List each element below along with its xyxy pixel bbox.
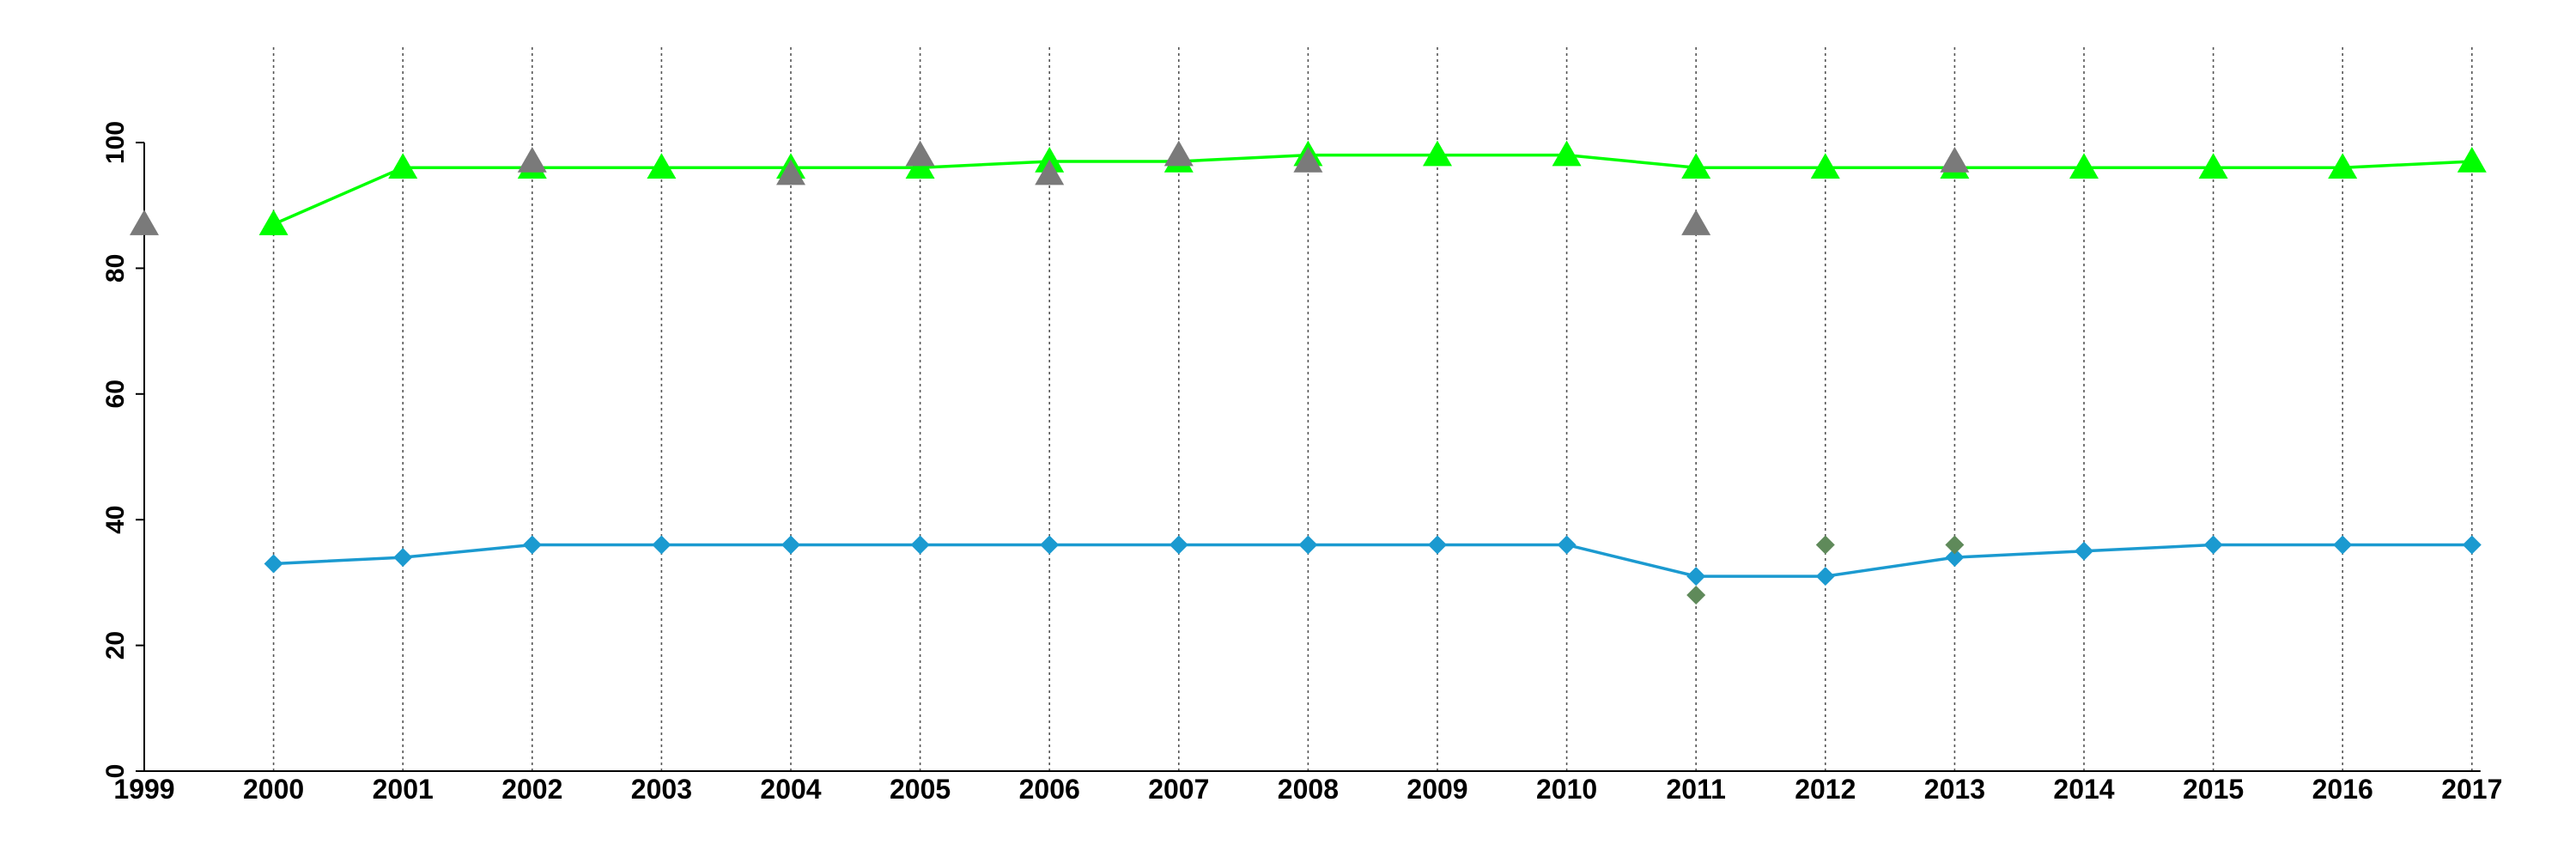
x-tick-label-2008: 2008 bbox=[1278, 774, 1339, 805]
x-tick-label-2000: 2000 bbox=[243, 774, 304, 805]
series-2-point-2004 bbox=[776, 159, 805, 185]
x-tick-label-2015: 2015 bbox=[2183, 774, 2244, 805]
x-tick-label-2005: 2005 bbox=[890, 774, 951, 805]
series-1-point-2011 bbox=[1686, 567, 1706, 586]
series-0-point-2011 bbox=[1681, 153, 1711, 179]
series-1-point-2012 bbox=[1815, 567, 1835, 586]
series-1-point-2009 bbox=[1428, 535, 1447, 555]
series-3-point-2011 bbox=[1686, 586, 1706, 605]
x-tick-label-1999: 1999 bbox=[113, 774, 174, 805]
series-1-point-2006 bbox=[1040, 535, 1060, 555]
series-0-point-2001 bbox=[388, 153, 418, 179]
series-1-point-2004 bbox=[781, 535, 800, 555]
x-tick-label-2006: 2006 bbox=[1019, 774, 1080, 805]
x-tick-label-2014: 2014 bbox=[2053, 774, 2114, 805]
y-tick-label-60: 60 bbox=[101, 380, 130, 408]
series-1-point-2003 bbox=[652, 535, 671, 555]
series-0-point-2015 bbox=[2198, 153, 2228, 179]
x-tick-label-2002: 2002 bbox=[501, 774, 562, 805]
series-1-point-2017 bbox=[2462, 535, 2482, 555]
series-2-point-2005 bbox=[905, 140, 935, 167]
series-3-point-2012 bbox=[1815, 535, 1835, 555]
series-0-point-2003 bbox=[647, 153, 677, 179]
series-2-point-2013 bbox=[1940, 146, 1970, 173]
series-0-point-2017 bbox=[2457, 146, 2487, 173]
y-tick-label-100: 100 bbox=[101, 121, 130, 164]
series-2-point-2011 bbox=[1681, 210, 1711, 235]
series-1-point-2005 bbox=[910, 535, 930, 555]
x-tick-label-2001: 2001 bbox=[373, 774, 434, 805]
series-0-point-2016 bbox=[2328, 153, 2358, 179]
x-tick-label-2004: 2004 bbox=[760, 774, 821, 805]
series-1-point-2013 bbox=[1945, 548, 1965, 568]
x-tick-label-2013: 2013 bbox=[1924, 774, 1985, 805]
series-2-point-2008 bbox=[1293, 146, 1323, 173]
x-tick-label-2010: 2010 bbox=[1536, 774, 1597, 805]
series-1-point-2007 bbox=[1169, 535, 1188, 555]
series-1-line bbox=[273, 543, 2472, 578]
series-0-point-2010 bbox=[1552, 140, 1582, 167]
series-0-point-2009 bbox=[1423, 140, 1452, 167]
x-tick-label-2003: 2003 bbox=[631, 774, 692, 805]
series-1-point-2010 bbox=[1557, 535, 1577, 555]
series-1-point-2001 bbox=[393, 548, 413, 568]
y-tick-label-0: 0 bbox=[101, 764, 130, 779]
series-1-point-2002 bbox=[522, 535, 542, 555]
series-0-point-2000 bbox=[258, 210, 289, 235]
series-2-point-2006 bbox=[1035, 159, 1065, 185]
series-markers bbox=[130, 140, 2487, 605]
series-1-point-2000 bbox=[264, 554, 283, 574]
x-tick-label-2011: 2011 bbox=[1666, 774, 1725, 805]
series-0-point-2012 bbox=[1810, 153, 1840, 179]
series-2-point-2007 bbox=[1163, 140, 1194, 167]
series-1-point-2016 bbox=[2333, 535, 2353, 555]
x-tick-label-2009: 2009 bbox=[1406, 774, 1467, 805]
series-0-line bbox=[272, 153, 2472, 226]
tick-labels: 0 20 40 60 80 100 1999 2000 2001 2002 2003 2004 2005… bbox=[101, 121, 2502, 805]
axes bbox=[136, 142, 2481, 772]
series-2-point-2002 bbox=[517, 146, 547, 173]
series-lines bbox=[272, 153, 2472, 578]
series-3-point-2013 bbox=[1945, 535, 1965, 555]
x-tick-label-2016: 2016 bbox=[2312, 774, 2373, 805]
series-1-point-2008 bbox=[1298, 535, 1318, 555]
series-2-point-1999 bbox=[130, 210, 159, 235]
x-tick-label-2017: 2017 bbox=[2441, 774, 2502, 805]
y-tick-label-20: 20 bbox=[101, 631, 130, 659]
x-tick-label-2007: 2007 bbox=[1148, 774, 1209, 805]
series-1-point-2014 bbox=[2075, 541, 2093, 561]
series-0-point-2014 bbox=[2069, 153, 2099, 179]
y-tick-label-80: 80 bbox=[101, 254, 130, 283]
series-1-point-2015 bbox=[2203, 535, 2223, 555]
y-tick-label-40: 40 bbox=[101, 506, 130, 534]
x-tick-label-2012: 2012 bbox=[1795, 774, 1856, 805]
